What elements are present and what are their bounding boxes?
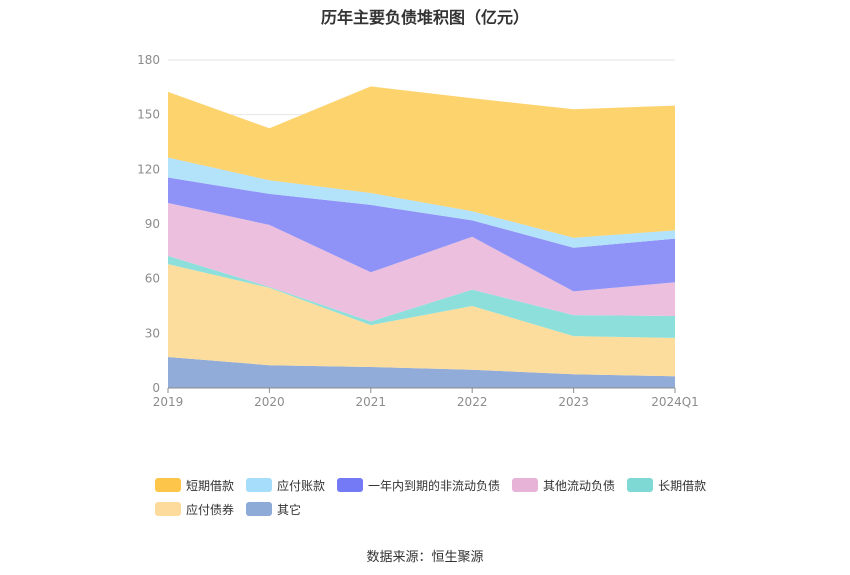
legend-item[interactable]: 一年内到期的非流动负债	[337, 477, 500, 494]
legend-label: 长期借款	[658, 478, 707, 493]
y-tick-label: 120	[137, 162, 160, 176]
x-tick-label: 2020	[254, 395, 285, 409]
legend-item[interactable]: 其它	[246, 501, 301, 518]
y-tick-label: 60	[145, 272, 160, 286]
legend-item[interactable]: 应付账款	[246, 477, 325, 494]
legend-label: 其他流动负债	[543, 478, 616, 493]
y-tick-label: 150	[137, 108, 160, 122]
area-应付债券	[168, 264, 675, 377]
legend-swatch	[627, 478, 654, 492]
legend-item[interactable]: 短期借款	[155, 477, 234, 494]
y-tick-label: 180	[137, 53, 160, 67]
x-tick-label: 2019	[153, 395, 184, 409]
x-tick-label: 2024Q1	[651, 395, 699, 409]
area-其他流动负债	[168, 203, 675, 322]
legend-swatch	[155, 502, 181, 516]
legend-swatch	[512, 478, 539, 492]
legend-item[interactable]: 其他流动负债	[512, 477, 615, 494]
chart-title: 历年主要负债堆积图（亿元）	[320, 8, 529, 27]
legend-swatch	[246, 478, 273, 492]
area-长期借款	[168, 255, 675, 338]
legend-item[interactable]: 长期借款	[627, 477, 706, 494]
legend-swatch	[337, 478, 364, 492]
y-tick-label: 90	[145, 217, 160, 231]
legend-swatch	[246, 502, 273, 516]
x-tick-label: 2023	[558, 395, 589, 409]
legend-label: 一年内到期的非流动负债	[368, 478, 501, 493]
legend-row: 应付债券 其它	[155, 497, 755, 521]
legend-row: 短期借款 应付账款 一年内到期的非流动负债 其他流动负债 长期借款	[155, 473, 755, 497]
legend-item[interactable]: 应付债券	[155, 501, 234, 518]
legend: 短期借款 应付账款 一年内到期的非流动负债 其他流动负债 长期借款 应付债券 其它	[155, 473, 755, 521]
x-tick-label: 2021	[356, 395, 387, 409]
legend-label: 其它	[277, 502, 302, 517]
area-series	[168, 86, 675, 388]
area-短期借款	[168, 86, 675, 238]
legend-swatch	[155, 478, 181, 492]
stacked-area-chart: 0 30 60 90 120 150 180 2019 2020 2021 2022 2023 2024…	[137, 53, 699, 409]
area-其它	[168, 357, 675, 388]
legend-label: 应付债券	[186, 502, 235, 517]
legend-label: 短期借款	[186, 478, 235, 493]
area-应付账款	[168, 157, 675, 248]
axes: 0 30 60 90 120 150 180 2019 2020 2021 2022 2023 2024…	[137, 53, 699, 409]
y-tick-label: 0	[152, 381, 160, 395]
area-一年内到期的非流动负债	[168, 177, 675, 292]
x-tick-label: 2022	[457, 395, 488, 409]
legend-label: 应付账款	[277, 478, 326, 493]
data-source-note: 数据来源：恒生聚源	[366, 550, 484, 565]
y-tick-label: 30	[145, 326, 160, 340]
